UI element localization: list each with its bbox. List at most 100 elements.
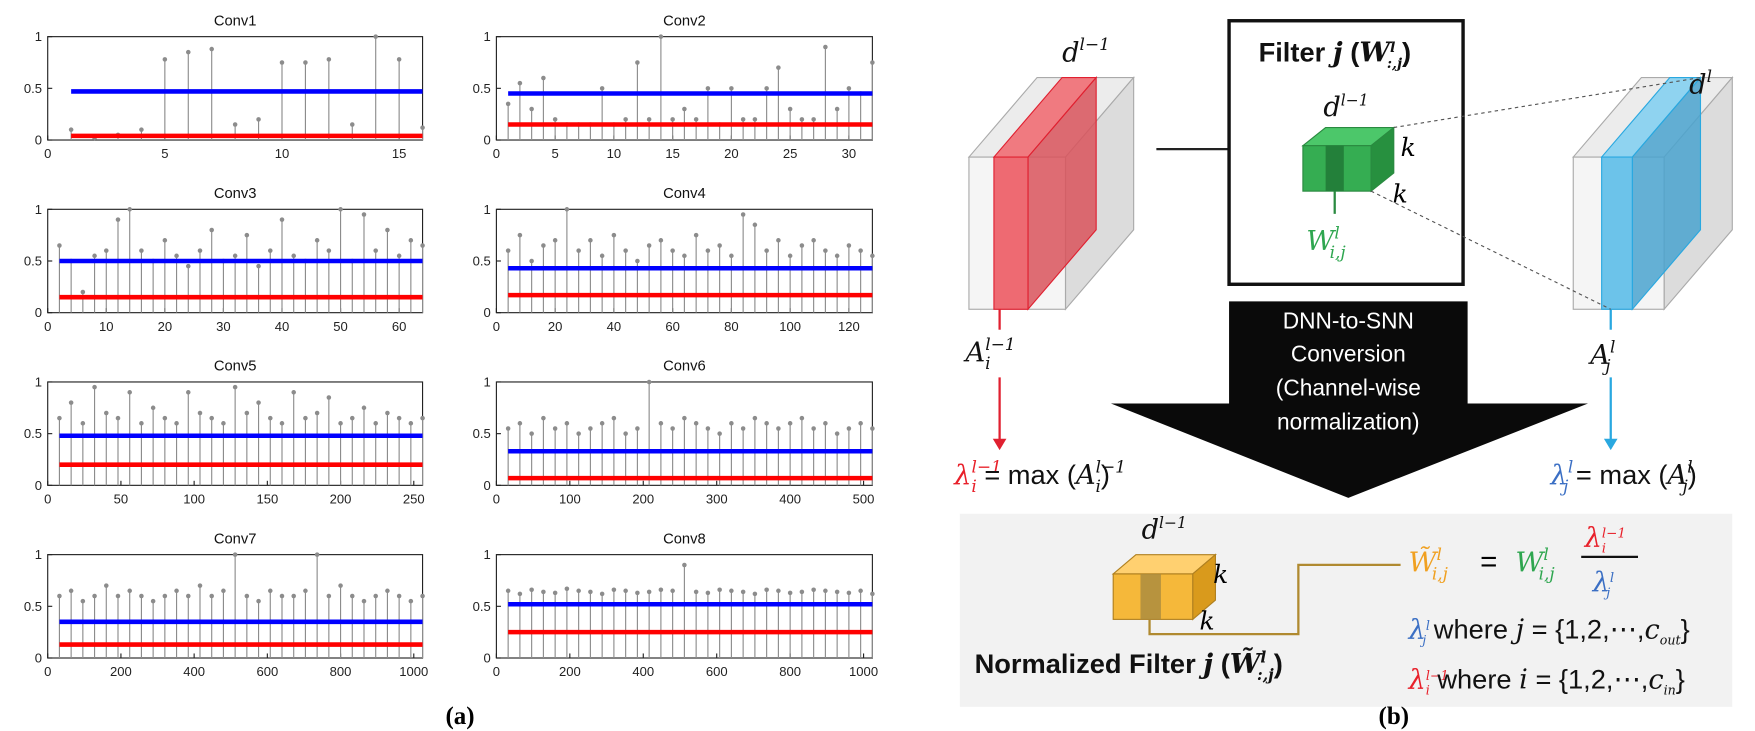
math-post: } [1676,664,1685,695]
stem-marker [408,421,414,426]
stem-marker [799,243,805,248]
math-pre: = max ( [1568,459,1667,490]
stem-marker [104,248,109,253]
x-tick-label: 600 [706,664,728,679]
stem-marker [256,117,261,122]
stem-marker [338,583,343,588]
x-tick-label: 80 [724,319,739,334]
x-tick-label: 60 [392,319,407,334]
math-sub: :,j [1387,56,1402,72]
y-tick-label: 1 [35,29,42,44]
stem-marker [420,415,425,421]
conversion-text: Conversion [1291,341,1406,367]
math-base: c [1648,665,1663,696]
x-tick-label: 400 [779,492,801,507]
stem-marker [104,583,109,588]
stem-marker [811,238,816,243]
x-tick-label: 40 [275,319,290,334]
stem-marker [385,588,390,594]
stem-marker [127,390,132,395]
stem-marker [846,86,852,91]
y-tick-label: 1 [483,547,490,562]
stem-marker [68,588,74,594]
stem-marker [588,238,593,243]
x-tick-label: 150 [256,492,278,507]
math-pre: Filter [1259,37,1333,68]
math-expression: λlj​ where j = {1,2,⋯,cout} [1408,614,1690,648]
k-label: k [1200,607,1215,636]
y-tick-label: 0.5 [473,254,491,269]
plot-title: Conv2 [663,13,706,29]
x-tick-label: 0 [493,146,500,161]
math-expression: λlj​ [1592,567,1615,601]
y-tick-label: 0.5 [24,254,42,269]
stem-marker [505,101,511,107]
math-sup: l−1 [1426,668,1449,683]
stem-marker [174,253,179,259]
stem-marker [326,395,332,400]
x-tick-label: 250 [403,492,425,507]
math-base: W [1515,548,1545,579]
stem-marker [623,117,628,122]
x-tick-label: 800 [330,664,352,679]
stem-marker [799,117,805,122]
stem-marker [517,591,523,597]
stem-marker [314,552,320,557]
x-tick-label: 100 [559,492,581,507]
stem-marker [268,248,273,253]
stem-marker [635,258,640,264]
stem-marker [764,587,769,593]
stem-marker [599,253,605,259]
panel-label: (a) [445,703,474,730]
stem-marker [408,598,414,604]
stem-marker [764,86,769,91]
stem-marker [623,248,628,253]
stem-marker [268,415,273,421]
stem-marker [291,593,296,599]
y-tick-label: 0 [35,305,42,320]
math-sub: j [1419,632,1426,647]
math-base: A [1665,460,1688,491]
stem-marker [776,588,781,594]
stem-marker [256,263,261,269]
math-post: ) [1101,459,1110,490]
k-label: k [1213,560,1228,589]
stem-marker [858,421,863,426]
math-expression: λlj​ = max (Alj) [1550,457,1697,496]
stem-marker [127,207,132,212]
math-sup: l [1437,544,1442,564]
stem-marker [279,593,285,599]
stem-marker [396,593,402,599]
stem-marker [552,426,558,431]
stem-marker [139,127,144,132]
x-tick-label: 0 [493,664,500,679]
math-expression: dl−1​ [1062,34,1110,68]
stem-marker [197,410,203,416]
stem-marker [576,248,581,253]
x-tick-label: 300 [706,492,728,507]
stem-marker [752,117,758,122]
math-sup: l−1 [971,457,1001,477]
stem-marker [385,227,390,233]
stem-marker [705,426,711,431]
stem-marker [729,253,734,259]
math-base: i [1519,665,1528,696]
math-expression: dl−1​ [1323,92,1368,123]
x-tick-label: 20 [548,319,563,334]
stem-marker [396,253,402,259]
stem-marker [326,57,332,62]
stem-marker [350,593,355,599]
stem-marker [611,232,617,238]
math-sub: i [985,353,990,373]
stem-marker [670,588,675,594]
stem-marker [764,248,769,253]
stem-marker [68,400,74,405]
stem-marker [576,588,581,594]
x-tick-label: 10 [607,146,622,161]
plot-title: Conv7 [214,531,257,547]
x-tick-label: 100 [779,319,801,334]
math-post: ) [1274,648,1283,679]
stem-marker [729,421,734,426]
x-tick-label: 20 [724,146,739,161]
